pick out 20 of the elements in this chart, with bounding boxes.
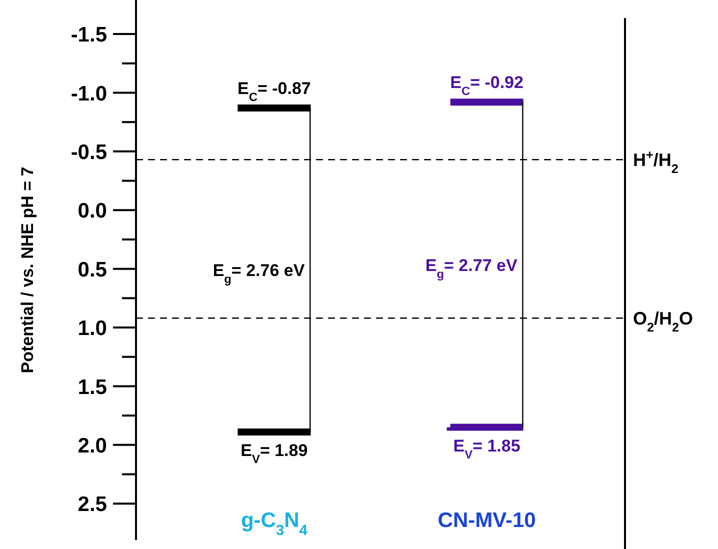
x-tick-label: g-C$_{3}$N$_{4}$	[240, 509, 308, 539]
y-tick-label: -1.5	[70, 24, 108, 47]
x-tick-label: CN-MV-10	[438, 509, 536, 532]
y-tick-label: 2.5	[78, 493, 108, 516]
y-tick-label: 1.5	[78, 376, 108, 399]
y-tick-label: -1.0	[70, 82, 107, 106]
y-tick-label: -0.5	[70, 140, 108, 164]
ref-line-label: O$_{2}$/H$_{2}$O	[633, 308, 694, 335]
annotation: E$_{C}$= -0.92	[450, 73, 524, 98]
y-tick-label: 1.0	[78, 317, 107, 340]
y-axis-title: Potential / vs. NHE pH = 7	[18, 166, 37, 374]
annotation: E$_{g}$= 2.77 eV	[425, 256, 518, 281]
annotation: E$_{g}$= 2.76 eV	[212, 261, 306, 286]
annotation: E$_{V}$= 1.89	[240, 441, 308, 466]
annotation: E$_{C}$= -0.87	[238, 79, 311, 104]
ref-line-label: H$^{+}$/H$_{2}$	[633, 148, 678, 176]
y-tick-label: 0.0	[78, 200, 107, 223]
y-tick-label: 2.0	[78, 434, 107, 458]
y-tick-label: 0.5	[78, 258, 108, 282]
annotation: E$_{V}$= 1.85	[453, 436, 520, 462]
